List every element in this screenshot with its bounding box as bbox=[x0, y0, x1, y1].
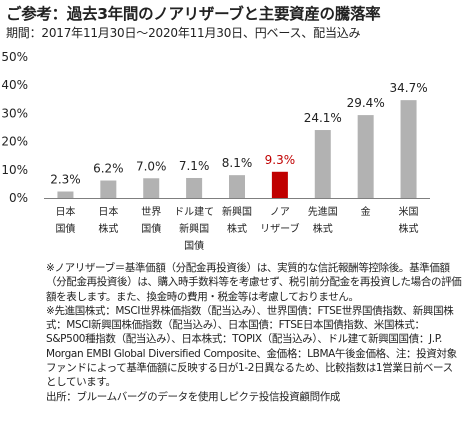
category-label: 日本 bbox=[98, 205, 118, 218]
category-label: 米国 bbox=[399, 205, 419, 218]
value-label: 6.2% bbox=[93, 162, 124, 176]
category-label: ドル建て bbox=[174, 205, 214, 218]
value-label: 29.4% bbox=[347, 96, 385, 110]
chart-title: ご参考：過去3年間のノアリザーブと主要資産の騰落率 bbox=[6, 5, 381, 23]
value-label: 24.1% bbox=[304, 111, 342, 125]
category-label: 金 bbox=[361, 205, 371, 218]
footnote-indices: ※先進国株式：MSCI世界株価指数（配当込み）、世界国債：FTSE世界国債指数、… bbox=[46, 304, 457, 389]
category-label: 日本 bbox=[55, 205, 75, 218]
bar bbox=[229, 175, 245, 198]
chart-subtitle: 期間：2017年11月30日～2020年11月30日、円ベース、配当込み bbox=[6, 26, 361, 40]
y-tick-label: 50% bbox=[1, 50, 28, 64]
category-label: 株式 bbox=[227, 222, 247, 235]
category-label: 国債 bbox=[184, 239, 204, 252]
value-label: 7.0% bbox=[136, 159, 167, 173]
category-label: 国債 bbox=[55, 222, 75, 235]
category-label: 世界 bbox=[141, 206, 161, 218]
category-label: 株式 bbox=[399, 222, 419, 235]
bar bbox=[57, 191, 74, 198]
bar-chart: 0% 10% 20% 30% 40% 50% 2.3% 日本国債 6.2% 日本株式 7.0% 世界国… bbox=[1, 50, 430, 252]
value-label: 7.1% bbox=[179, 159, 210, 173]
y-tick-label: 20% bbox=[1, 135, 28, 149]
bar bbox=[271, 171, 288, 198]
value-label: 9.3% bbox=[265, 153, 296, 167]
y-tick-label: 10% bbox=[1, 163, 28, 177]
footnotes: ※ノアリザーブ＝基準価額（分配金再投資後）は、実質的な信託報酬等控除後。基準価額… bbox=[46, 261, 462, 433]
category-label: ノア bbox=[270, 207, 290, 218]
footnote-noah-reserve: ※ノアリザーブ＝基準価額（分配金再投資後）は、実質的な信託報酬等控除後。基準価額… bbox=[46, 262, 462, 303]
footnote-source: 出所：ブルームバーグのデータを使用しピクテ投信投資顧問作成 bbox=[46, 390, 341, 403]
value-label: 2.3% bbox=[50, 173, 81, 187]
bar bbox=[186, 177, 203, 198]
bar bbox=[314, 130, 331, 198]
value-label: 8.1% bbox=[222, 156, 253, 170]
bar bbox=[357, 115, 374, 198]
category-label: 先進国 bbox=[308, 206, 338, 218]
bar bbox=[400, 100, 417, 198]
category-label: 新興国 bbox=[222, 205, 252, 218]
category-label: リザーブ bbox=[260, 222, 299, 235]
y-tick-label: 0% bbox=[9, 191, 28, 205]
y-tick-label: 40% bbox=[1, 78, 28, 92]
category-label: 国債 bbox=[141, 222, 161, 235]
bar bbox=[143, 178, 160, 198]
category-label: 新興国 bbox=[179, 222, 209, 235]
value-label: 34.7% bbox=[389, 81, 427, 95]
category-label: 株式 bbox=[313, 222, 333, 235]
y-tick-label: 30% bbox=[1, 106, 28, 120]
category-label: 株式 bbox=[98, 222, 118, 235]
bar bbox=[100, 180, 117, 198]
